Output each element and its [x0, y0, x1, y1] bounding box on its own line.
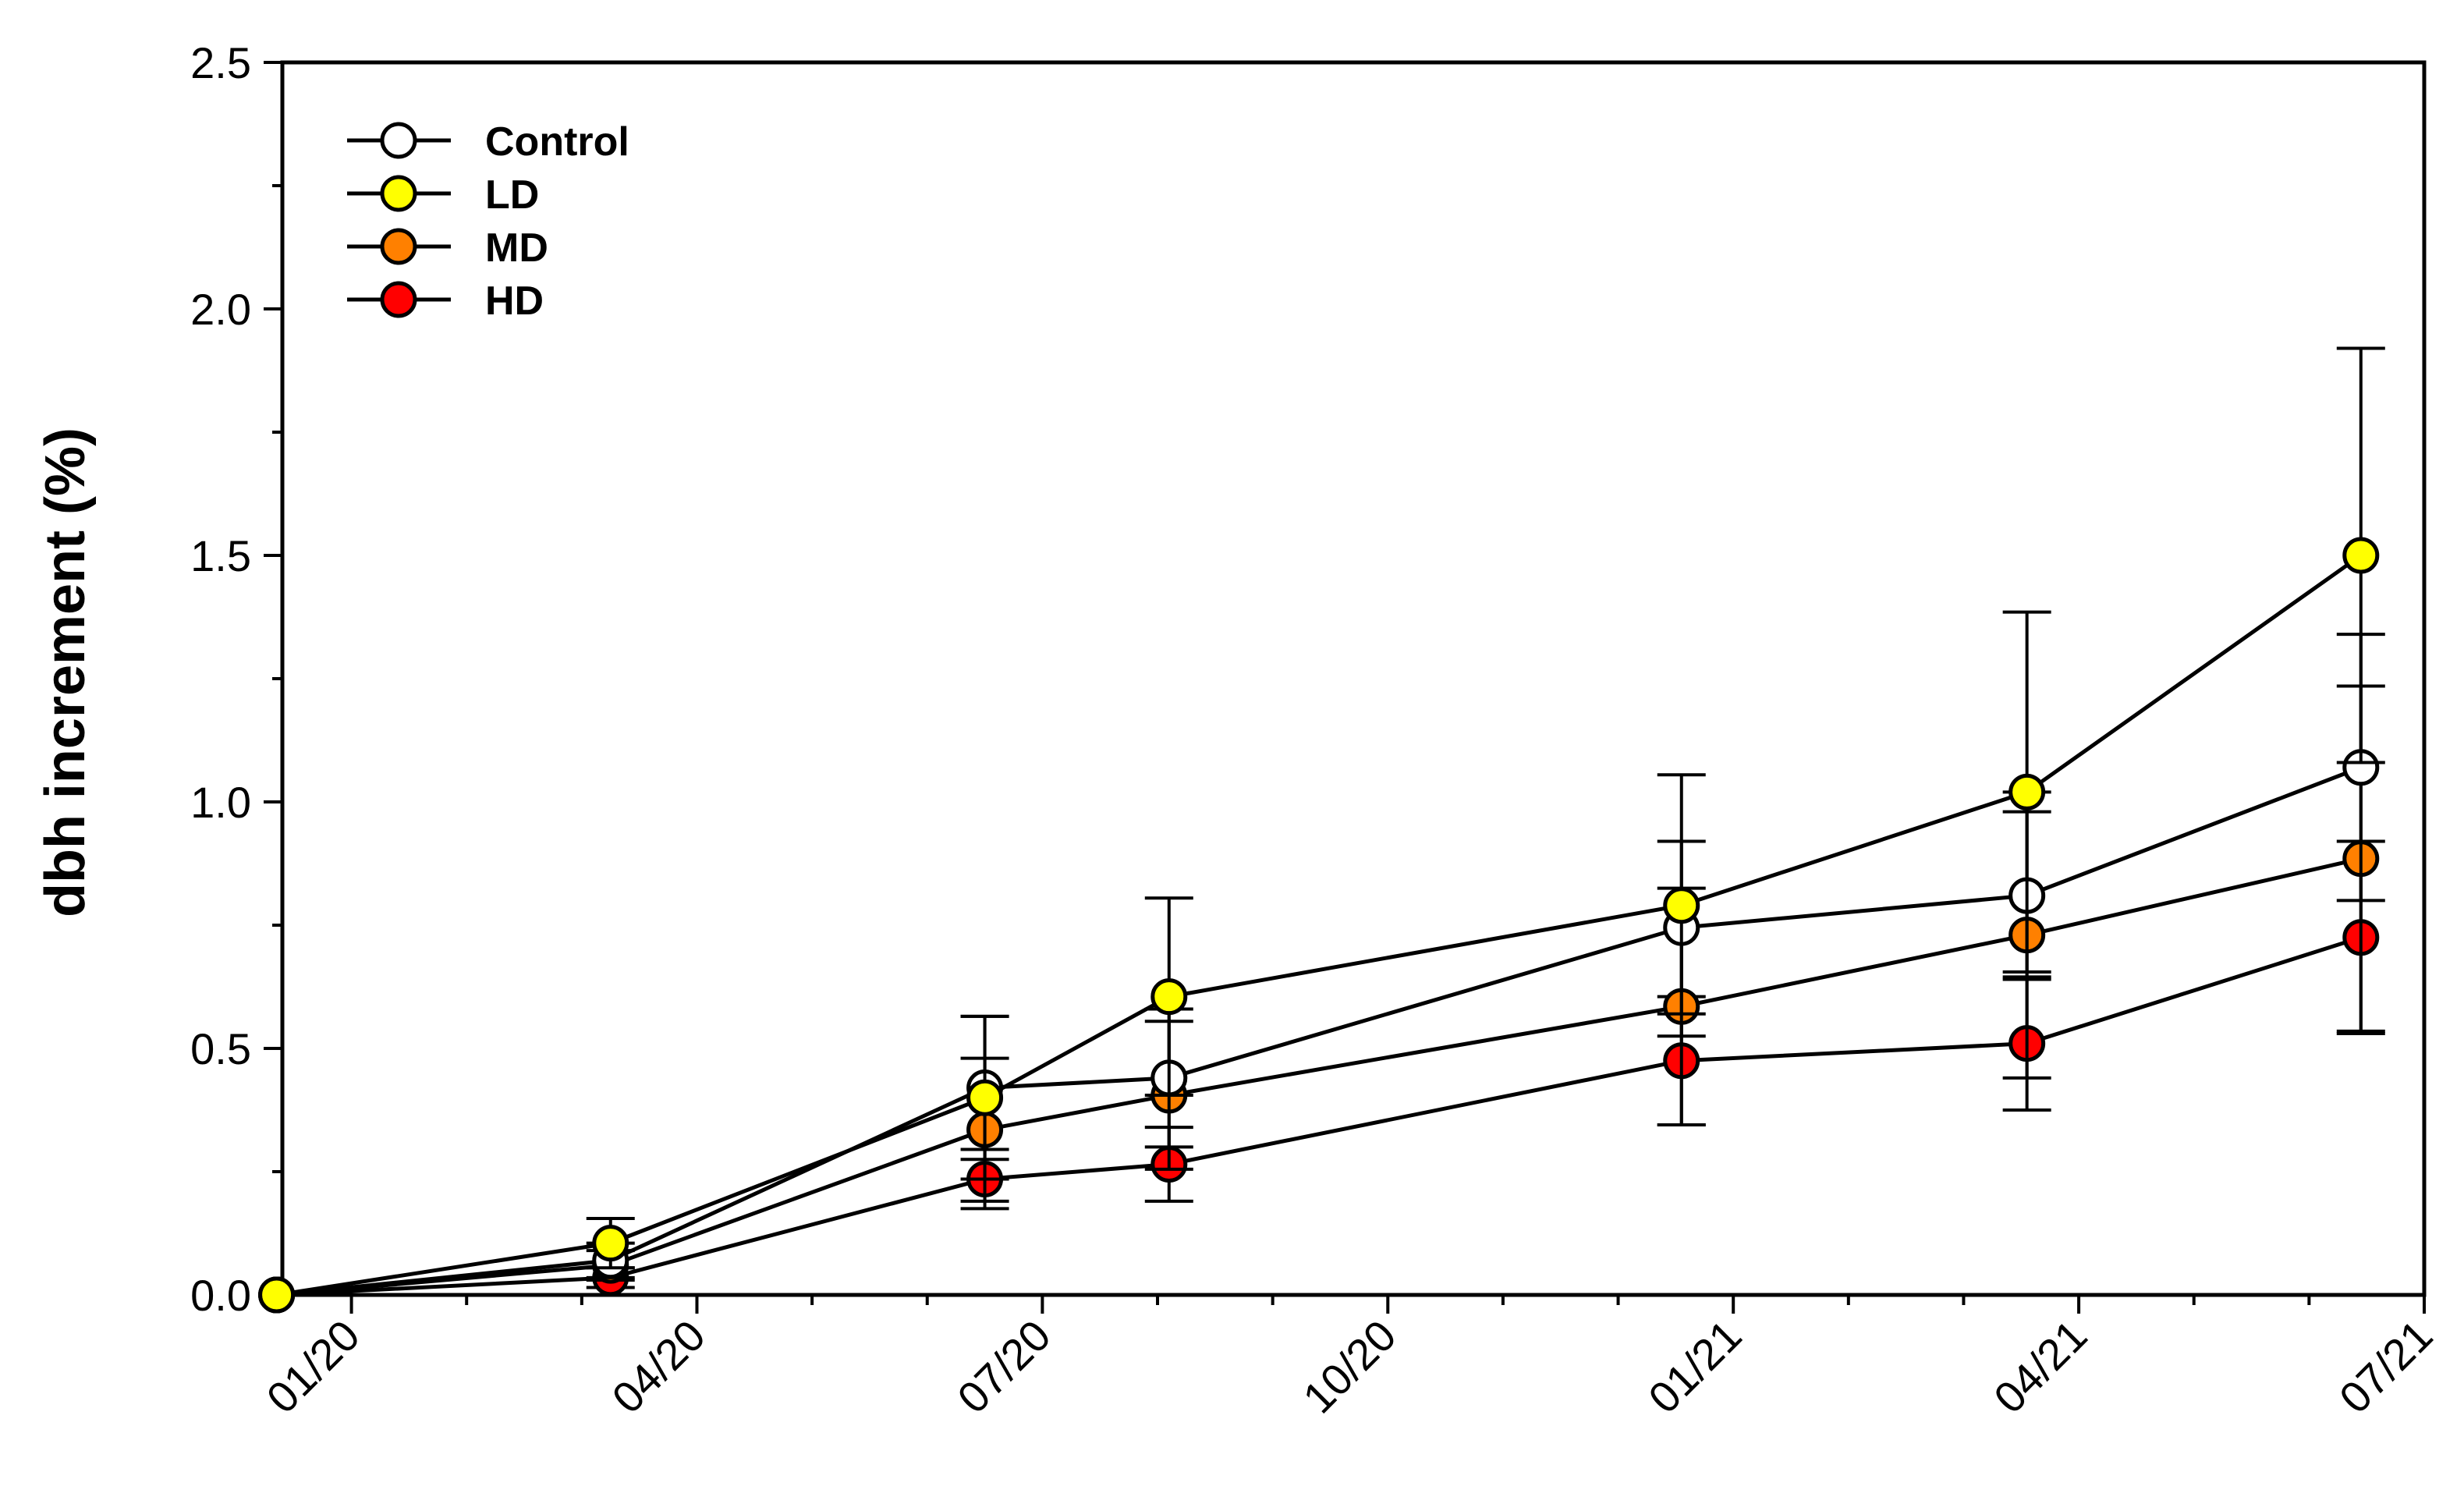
legend: Control LD MD HD — [347, 119, 629, 324]
y-tick-label: 2.5 — [190, 38, 251, 87]
x-tick-label: 10/20 — [1293, 1311, 1406, 1423]
legend-item-md: MD — [347, 225, 548, 271]
legend-marker — [380, 175, 417, 212]
y-tick-label: 2.0 — [190, 285, 251, 334]
series-control — [258, 633, 2385, 1314]
y-axis-title: dbh increment (%) — [34, 427, 97, 917]
data-point — [1663, 887, 1700, 924]
x-tick-label: 07/20 — [948, 1311, 1060, 1423]
data-point — [1150, 978, 1188, 1016]
legend-marker — [380, 122, 417, 159]
series-md — [258, 684, 2385, 1314]
legend-marker — [380, 228, 417, 265]
x-tick-label: 01/21 — [1639, 1311, 1751, 1423]
legend-item-ld: LD — [347, 172, 539, 218]
y-tick-label: 0.5 — [190, 1024, 251, 1073]
series-hd — [258, 839, 2385, 1314]
legend-item-hd: HD — [347, 278, 544, 324]
x-tick-label: 07/21 — [2330, 1311, 2442, 1423]
y-tick-label: 1.5 — [190, 531, 251, 580]
legend-item-control: Control — [347, 119, 629, 165]
x-tick-label: 04/21 — [1984, 1311, 2097, 1423]
data-point — [592, 1225, 629, 1262]
data-point — [258, 1276, 296, 1314]
legend-marker — [380, 281, 417, 318]
data-point — [2342, 537, 2380, 574]
legend-label: Control — [485, 119, 629, 165]
plot-frame — [280, 60, 2427, 1297]
x-tick-label: 04/20 — [602, 1311, 714, 1423]
series-line — [276, 765, 2362, 1297]
y-tick-label: 1.0 — [190, 778, 251, 827]
legend-label: MD — [485, 225, 548, 271]
legend-label: HD — [485, 278, 544, 324]
series-line — [276, 935, 2362, 1297]
legend-label: LD — [485, 172, 539, 218]
series-ld — [258, 346, 2385, 1314]
data-point — [966, 1079, 1004, 1116]
y-tick-label: 0.0 — [190, 1271, 251, 1320]
series-line — [276, 553, 2363, 1297]
data-point — [2008, 773, 2046, 810]
x-tick-label: 01/20 — [257, 1311, 369, 1423]
